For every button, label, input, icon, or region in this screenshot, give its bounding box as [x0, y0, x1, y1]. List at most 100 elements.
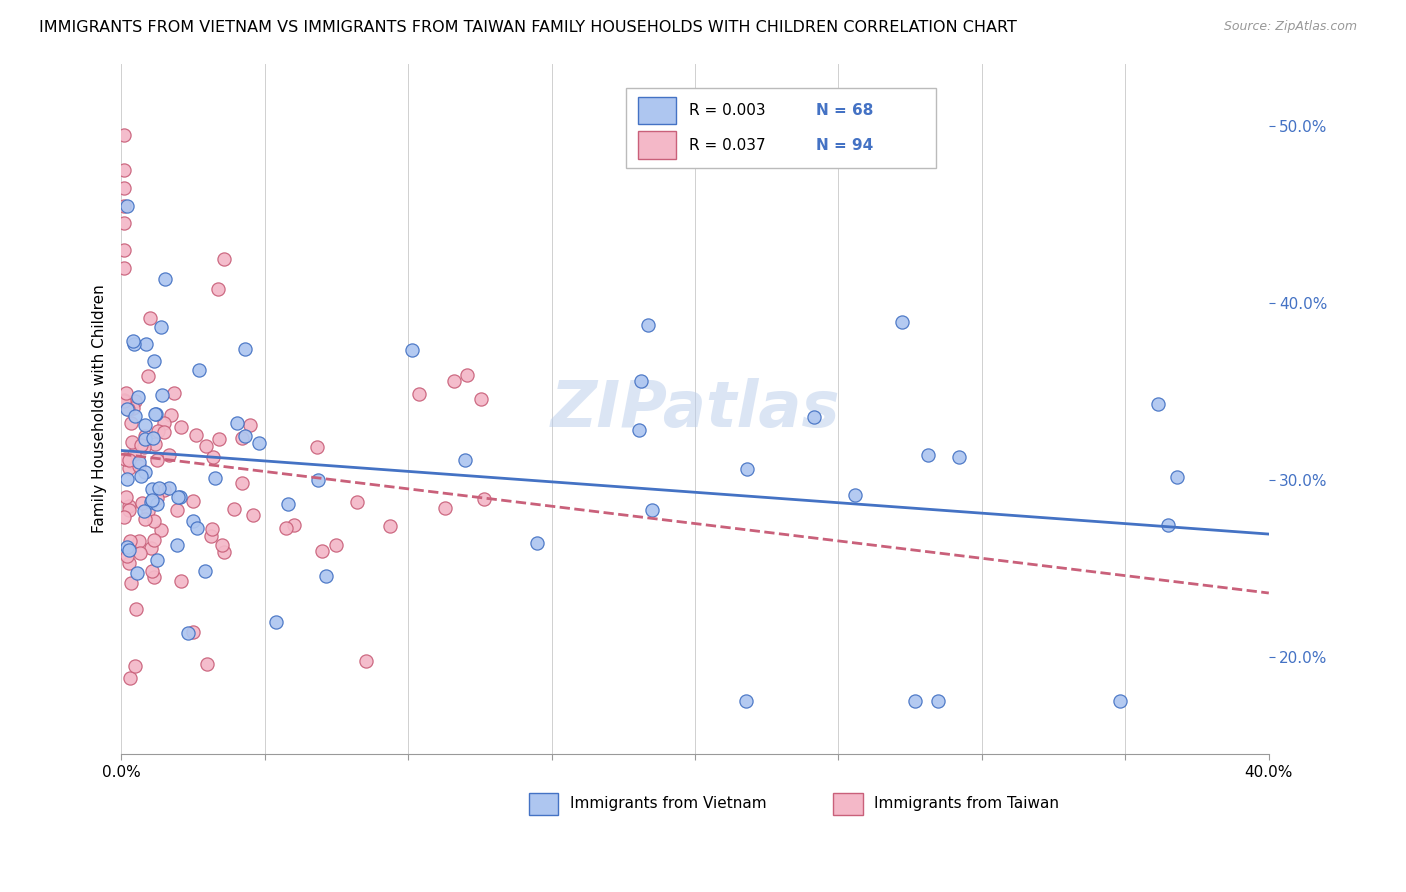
- Point: [170, 574, 193, 588]
- Point: [132, 504, 155, 518]
- Text: R = 0.003: R = 0.003: [689, 103, 766, 118]
- Point: [143, 437, 166, 451]
- Point: [115, 540, 138, 554]
- Point: [120, 416, 142, 430]
- Point: [136, 504, 159, 518]
- Point: [1157, 518, 1180, 533]
- Point: [408, 387, 430, 401]
- Point: [737, 462, 759, 476]
- Point: [118, 500, 141, 514]
- Point: [233, 342, 256, 356]
- Point: [112, 128, 135, 142]
- Point: [118, 556, 141, 570]
- Point: [356, 654, 378, 668]
- Point: [181, 494, 204, 508]
- Point: [124, 658, 146, 673]
- Point: [315, 569, 337, 583]
- Point: [148, 481, 170, 495]
- Point: [891, 315, 914, 329]
- Point: [117, 549, 139, 563]
- Point: [346, 494, 368, 508]
- Point: [184, 428, 207, 442]
- Point: [472, 491, 495, 506]
- Point: [456, 368, 478, 382]
- Point: [118, 502, 141, 516]
- Point: [735, 694, 758, 708]
- Point: [181, 514, 204, 528]
- Point: [122, 448, 145, 462]
- Point: [146, 453, 169, 467]
- Point: [264, 615, 287, 629]
- Point: [129, 438, 152, 452]
- Point: [186, 521, 208, 535]
- Point: [233, 429, 256, 443]
- Point: [134, 465, 156, 479]
- Point: [222, 501, 245, 516]
- Point: [115, 401, 138, 416]
- Point: [208, 432, 231, 446]
- Point: [115, 199, 138, 213]
- Point: [641, 502, 664, 516]
- Point: [249, 436, 271, 450]
- Point: [142, 533, 165, 547]
- Point: [142, 354, 165, 368]
- Point: [169, 420, 191, 434]
- Point: [146, 424, 169, 438]
- Point: [135, 337, 157, 351]
- Point: [112, 392, 135, 407]
- Point: [166, 502, 188, 516]
- Point: [207, 281, 229, 295]
- Point: [160, 408, 183, 422]
- Point: [117, 402, 139, 417]
- Point: [150, 388, 173, 402]
- Point: [194, 565, 217, 579]
- Point: [214, 545, 236, 559]
- Point: [142, 570, 165, 584]
- Point: [325, 538, 347, 552]
- Point: [112, 509, 135, 524]
- Point: [200, 529, 222, 543]
- Point: [188, 363, 211, 377]
- Point: [274, 521, 297, 535]
- Point: [134, 512, 156, 526]
- Point: [157, 449, 180, 463]
- Point: [163, 385, 186, 400]
- Point: [120, 576, 142, 591]
- Text: Immigrants from Taiwan: Immigrants from Taiwan: [875, 797, 1059, 812]
- Point: [231, 431, 253, 445]
- Point: [115, 386, 138, 401]
- Point: [141, 565, 163, 579]
- Point: [201, 522, 224, 536]
- Text: R = 0.037: R = 0.037: [689, 138, 766, 153]
- Point: [128, 458, 150, 473]
- Point: [157, 481, 180, 495]
- Text: N = 68: N = 68: [815, 103, 873, 118]
- Point: [118, 453, 141, 467]
- Point: [176, 626, 198, 640]
- Point: [118, 461, 141, 475]
- Point: [138, 310, 160, 325]
- Point: [401, 343, 423, 357]
- Point: [112, 260, 135, 275]
- Point: [242, 508, 264, 522]
- Point: [1166, 470, 1188, 484]
- Point: [112, 163, 135, 178]
- Point: [128, 534, 150, 549]
- Point: [434, 501, 457, 516]
- Text: Immigrants from Vietnam: Immigrants from Vietnam: [569, 797, 766, 812]
- Point: [134, 429, 156, 443]
- Point: [129, 469, 152, 483]
- Point: [115, 472, 138, 486]
- Point: [122, 334, 145, 349]
- Point: [311, 543, 333, 558]
- Point: [195, 657, 218, 671]
- Point: [637, 318, 659, 332]
- Point: [145, 407, 167, 421]
- Point: [124, 409, 146, 423]
- Point: [143, 514, 166, 528]
- Point: [131, 496, 153, 510]
- Point: [277, 497, 299, 511]
- Point: [118, 534, 141, 549]
- Point: [129, 546, 152, 560]
- Point: [166, 538, 188, 552]
